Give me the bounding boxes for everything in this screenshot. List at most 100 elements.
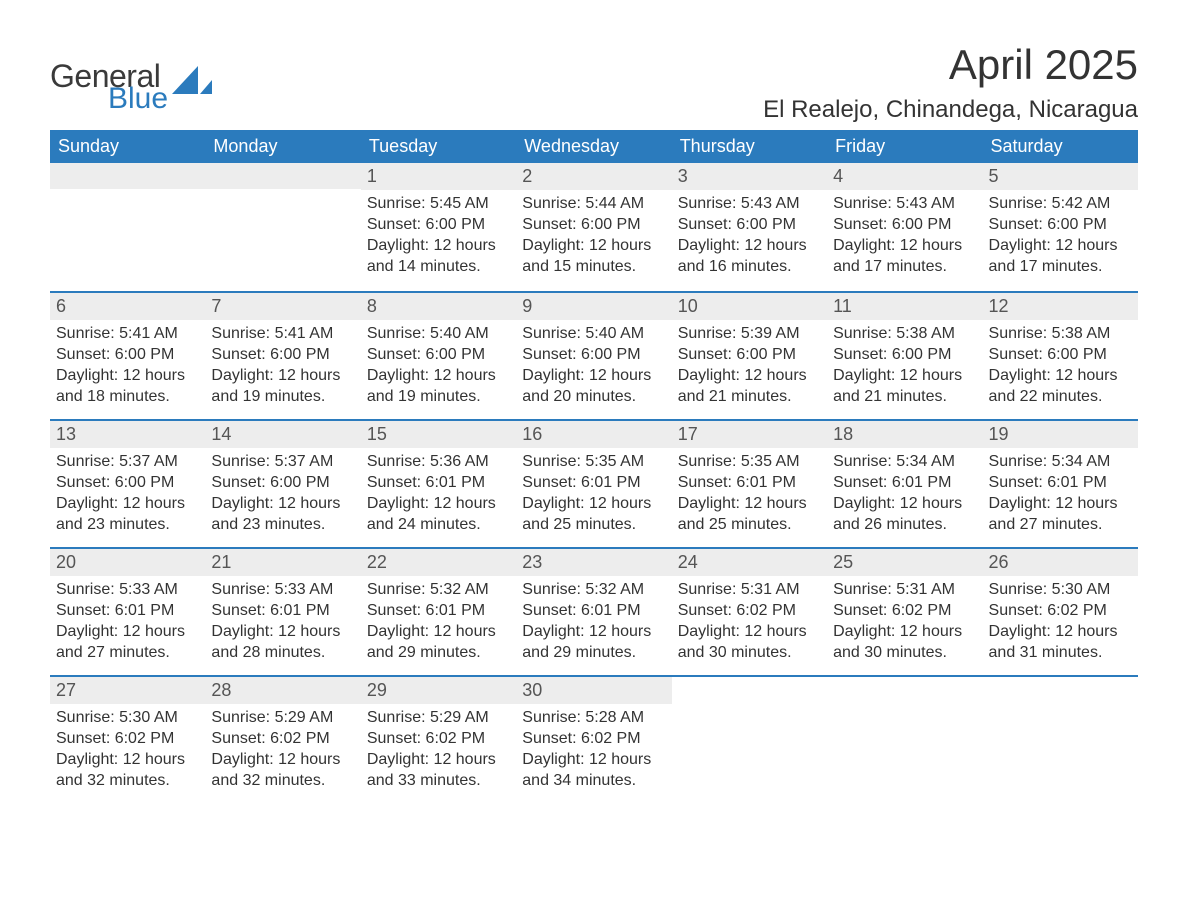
- sunrise-line: Sunrise: 5:34 AM: [833, 452, 976, 473]
- sunset-line: Sunset: 6:01 PM: [522, 473, 665, 494]
- daylight-line: Daylight: 12 hours and 21 minutes.: [678, 366, 821, 408]
- daylight-line: Daylight: 12 hours and 27 minutes.: [989, 494, 1132, 536]
- logo-word-blue: Blue: [108, 84, 168, 114]
- day-body: Sunrise: 5:36 AMSunset: 6:01 PMDaylight:…: [361, 448, 516, 545]
- day-body: Sunrise: 5:39 AMSunset: 6:00 PMDaylight:…: [672, 320, 827, 417]
- day-number: 14: [205, 421, 360, 448]
- day-number: 25: [827, 549, 982, 576]
- logo-text: General Blue: [50, 60, 168, 114]
- day-cell: 29Sunrise: 5:29 AMSunset: 6:02 PMDayligh…: [361, 677, 516, 803]
- day-cell: [983, 677, 1138, 803]
- day-cell: 18Sunrise: 5:34 AMSunset: 6:01 PMDayligh…: [827, 421, 982, 547]
- day-cell: 3Sunrise: 5:43 AMSunset: 6:00 PMDaylight…: [672, 163, 827, 291]
- day-cell: [672, 677, 827, 803]
- daylight-line: Daylight: 12 hours and 19 minutes.: [367, 366, 510, 408]
- day-cell: 28Sunrise: 5:29 AMSunset: 6:02 PMDayligh…: [205, 677, 360, 803]
- day-body: Sunrise: 5:33 AMSunset: 6:01 PMDaylight:…: [205, 576, 360, 673]
- sunset-line: Sunset: 6:00 PM: [833, 215, 976, 236]
- sunset-line: Sunset: 6:02 PM: [522, 729, 665, 750]
- day-number: 6: [50, 293, 205, 320]
- day-body: Sunrise: 5:38 AMSunset: 6:00 PMDaylight:…: [827, 320, 982, 417]
- weekday-friday: Friday: [827, 130, 982, 163]
- sunset-line: Sunset: 6:01 PM: [522, 601, 665, 622]
- day-cell: [827, 677, 982, 803]
- day-cell: 15Sunrise: 5:36 AMSunset: 6:01 PMDayligh…: [361, 421, 516, 547]
- sunrise-line: Sunrise: 5:35 AM: [678, 452, 821, 473]
- day-body: Sunrise: 5:33 AMSunset: 6:01 PMDaylight:…: [50, 576, 205, 673]
- day-cell: 22Sunrise: 5:32 AMSunset: 6:01 PMDayligh…: [361, 549, 516, 675]
- day-body: Sunrise: 5:44 AMSunset: 6:00 PMDaylight:…: [516, 190, 671, 287]
- sunrise-line: Sunrise: 5:35 AM: [522, 452, 665, 473]
- day-body: Sunrise: 5:40 AMSunset: 6:00 PMDaylight:…: [516, 320, 671, 417]
- sunset-line: Sunset: 6:01 PM: [678, 473, 821, 494]
- day-number: 15: [361, 421, 516, 448]
- day-cell: 4Sunrise: 5:43 AMSunset: 6:00 PMDaylight…: [827, 163, 982, 291]
- sunrise-line: Sunrise: 5:39 AM: [678, 324, 821, 345]
- sunset-line: Sunset: 6:00 PM: [989, 345, 1132, 366]
- daylight-line: Daylight: 12 hours and 22 minutes.: [989, 366, 1132, 408]
- sunset-line: Sunset: 6:02 PM: [211, 729, 354, 750]
- day-cell: 9Sunrise: 5:40 AMSunset: 6:00 PMDaylight…: [516, 293, 671, 419]
- day-number: [205, 163, 360, 189]
- daylight-line: Daylight: 12 hours and 27 minutes.: [56, 622, 199, 664]
- day-cell: 10Sunrise: 5:39 AMSunset: 6:00 PMDayligh…: [672, 293, 827, 419]
- day-number: 12: [983, 293, 1138, 320]
- sunrise-line: Sunrise: 5:31 AM: [833, 580, 976, 601]
- sunrise-line: Sunrise: 5:43 AM: [678, 194, 821, 215]
- sunset-line: Sunset: 6:00 PM: [678, 215, 821, 236]
- day-cell: 11Sunrise: 5:38 AMSunset: 6:00 PMDayligh…: [827, 293, 982, 419]
- calendar-page: General Blue April 2025 El Realejo, Chin…: [0, 0, 1188, 918]
- daylight-line: Daylight: 12 hours and 20 minutes.: [522, 366, 665, 408]
- day-cell: [205, 163, 360, 291]
- day-cell: 7Sunrise: 5:41 AMSunset: 6:00 PMDaylight…: [205, 293, 360, 419]
- logo-sail-icon: [172, 66, 212, 100]
- day-body: Sunrise: 5:32 AMSunset: 6:01 PMDaylight:…: [361, 576, 516, 673]
- daylight-line: Daylight: 12 hours and 14 minutes.: [367, 236, 510, 278]
- day-body: Sunrise: 5:35 AMSunset: 6:01 PMDaylight:…: [516, 448, 671, 545]
- weekday-monday: Monday: [205, 130, 360, 163]
- day-cell: 30Sunrise: 5:28 AMSunset: 6:02 PMDayligh…: [516, 677, 671, 803]
- logo: General Blue: [50, 60, 212, 114]
- day-number: 10: [672, 293, 827, 320]
- sunset-line: Sunset: 6:02 PM: [833, 601, 976, 622]
- daylight-line: Daylight: 12 hours and 25 minutes.: [678, 494, 821, 536]
- day-cell: 8Sunrise: 5:40 AMSunset: 6:00 PMDaylight…: [361, 293, 516, 419]
- sunset-line: Sunset: 6:01 PM: [211, 601, 354, 622]
- daylight-line: Daylight: 12 hours and 23 minutes.: [56, 494, 199, 536]
- day-number: 26: [983, 549, 1138, 576]
- day-body: Sunrise: 5:40 AMSunset: 6:00 PMDaylight:…: [361, 320, 516, 417]
- day-number: 13: [50, 421, 205, 448]
- daylight-line: Daylight: 12 hours and 18 minutes.: [56, 366, 199, 408]
- day-number: [50, 163, 205, 189]
- month-title: April 2025: [763, 40, 1138, 90]
- day-number: 24: [672, 549, 827, 576]
- sunrise-line: Sunrise: 5:30 AM: [56, 708, 199, 729]
- day-cell: 13Sunrise: 5:37 AMSunset: 6:00 PMDayligh…: [50, 421, 205, 547]
- weeks-container: 1Sunrise: 5:45 AMSunset: 6:00 PMDaylight…: [50, 163, 1138, 803]
- day-body: Sunrise: 5:37 AMSunset: 6:00 PMDaylight:…: [50, 448, 205, 545]
- day-body: Sunrise: 5:42 AMSunset: 6:00 PMDaylight:…: [983, 190, 1138, 287]
- sunrise-line: Sunrise: 5:36 AM: [367, 452, 510, 473]
- day-body: Sunrise: 5:38 AMSunset: 6:00 PMDaylight:…: [983, 320, 1138, 417]
- week-row: 27Sunrise: 5:30 AMSunset: 6:02 PMDayligh…: [50, 675, 1138, 803]
- sunset-line: Sunset: 6:00 PM: [678, 345, 821, 366]
- daylight-line: Daylight: 12 hours and 28 minutes.: [211, 622, 354, 664]
- daylight-line: Daylight: 12 hours and 31 minutes.: [989, 622, 1132, 664]
- day-cell: 5Sunrise: 5:42 AMSunset: 6:00 PMDaylight…: [983, 163, 1138, 291]
- daylight-line: Daylight: 12 hours and 32 minutes.: [56, 750, 199, 792]
- day-number: 22: [361, 549, 516, 576]
- day-number: 19: [983, 421, 1138, 448]
- sunset-line: Sunset: 6:01 PM: [367, 601, 510, 622]
- day-cell: 24Sunrise: 5:31 AMSunset: 6:02 PMDayligh…: [672, 549, 827, 675]
- sunset-line: Sunset: 6:02 PM: [989, 601, 1132, 622]
- day-body: Sunrise: 5:28 AMSunset: 6:02 PMDaylight:…: [516, 704, 671, 801]
- day-number: 8: [361, 293, 516, 320]
- day-body: Sunrise: 5:34 AMSunset: 6:01 PMDaylight:…: [827, 448, 982, 545]
- sunset-line: Sunset: 6:00 PM: [211, 345, 354, 366]
- day-number: 5: [983, 163, 1138, 190]
- day-number: 17: [672, 421, 827, 448]
- sunrise-line: Sunrise: 5:41 AM: [211, 324, 354, 345]
- location-subtitle: El Realejo, Chinandega, Nicaragua: [763, 96, 1138, 124]
- sunrise-line: Sunrise: 5:40 AM: [522, 324, 665, 345]
- daylight-line: Daylight: 12 hours and 33 minutes.: [367, 750, 510, 792]
